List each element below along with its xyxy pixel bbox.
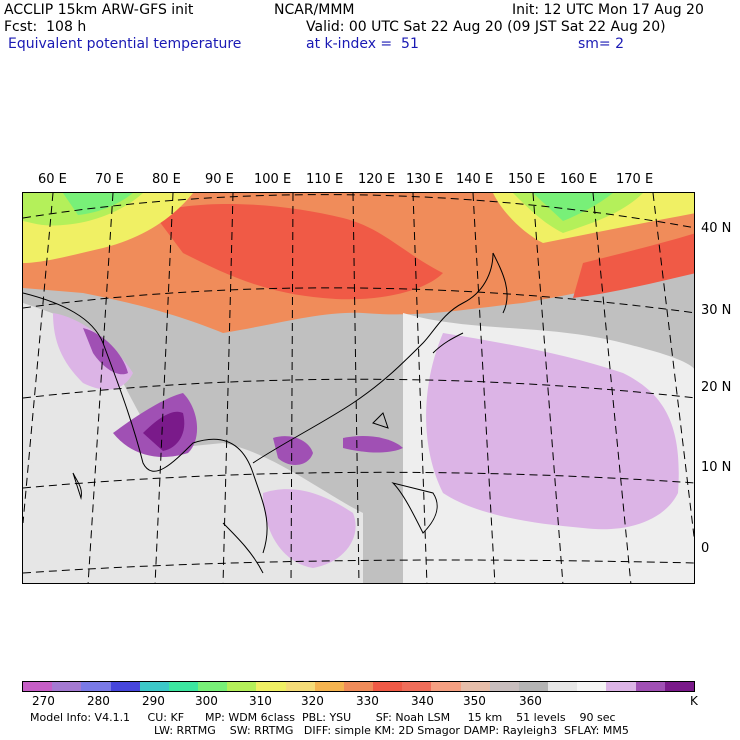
lat-label: 0 (701, 541, 710, 556)
center-label: NCAR/MMM (274, 2, 355, 18)
lon-label: 140 E (456, 172, 494, 187)
lon-label: 120 E (358, 172, 396, 187)
colorbar-swatch (431, 682, 461, 691)
lon-label: 130 E (406, 172, 444, 187)
colorbar-tick: K (690, 694, 698, 708)
colorbar-swatch (402, 682, 432, 691)
colorbar-tick: 300 (195, 694, 218, 708)
colorbar-swatch (373, 682, 403, 691)
lon-label: 110 E (306, 172, 344, 187)
colorbar-swatch (489, 682, 519, 691)
lat-label: 20 N (701, 380, 732, 395)
colorbar-swatch (314, 682, 344, 691)
colorbar-swatch (110, 682, 140, 691)
colorbar-swatch (460, 682, 490, 691)
colorbar-swatch (52, 682, 82, 691)
lon-label: 90 E (205, 172, 234, 187)
init-time: Init: 12 UTC Mon 17 Aug 20 (512, 2, 704, 18)
colorbar-swatch (577, 682, 607, 691)
model-info-line2: LW: RRTMG SW: RRTMG DIFF: simple KM: 2D … (154, 724, 629, 737)
colorbar-tick: 310 (249, 694, 272, 708)
model-info-line1: Model Info: V4.1.1 CU: KF MP: WDM 6class… (30, 711, 616, 724)
colorbar-swatch (256, 682, 286, 691)
colorbar-swatch (227, 682, 257, 691)
lat-label: 10 N (701, 460, 732, 475)
colorbar-swatch (168, 682, 199, 691)
colorbar-tick: 270 (32, 694, 55, 708)
colorbar-swatch (81, 682, 111, 691)
colorbar-swatch (198, 682, 228, 691)
map-panel (22, 192, 695, 584)
theta-e-map (23, 193, 694, 583)
colorbar-swatch (23, 682, 53, 691)
colorbar-swatch (664, 682, 694, 691)
lon-label: 80 E (152, 172, 181, 187)
colorbar-tick: 290 (142, 694, 165, 708)
level-label: at k-index = 51 (306, 36, 419, 52)
colorbar-swatch (635, 682, 665, 691)
valid-time: Valid: 00 UTC Sat 22 Aug 20 (09 JST Sat … (306, 19, 666, 35)
forecast-hour: Fcst: 108 h (4, 19, 87, 35)
lon-label: 100 E (254, 172, 292, 187)
lon-label: 160 E (560, 172, 598, 187)
colorbar-swatch (285, 682, 315, 691)
lon-label: 150 E (508, 172, 546, 187)
colorbar-tick: 330 (356, 694, 379, 708)
colorbar-swatch (548, 682, 578, 691)
lon-label: 70 E (95, 172, 124, 187)
colorbar-tick: 360 (519, 694, 542, 708)
lat-label: 30 N (701, 303, 732, 318)
colorbar (22, 681, 695, 692)
lon-label: 60 E (38, 172, 67, 187)
colorbar-tick: 340 (411, 694, 434, 708)
lat-label: 40 N (701, 221, 732, 236)
colorbar-swatch (606, 682, 636, 691)
smoothing-label: sm= 2 (578, 36, 625, 52)
colorbar-tick: 320 (301, 694, 324, 708)
colorbar-swatch (139, 682, 169, 691)
lon-label: 170 E (616, 172, 654, 187)
model-title: ACCLIP 15km ARW-GFS init (4, 2, 194, 18)
colorbar-swatch (343, 682, 374, 691)
colorbar-swatch (518, 682, 549, 691)
colorbar-tick: 350 (463, 694, 486, 708)
field-name: Equivalent potential temperature (8, 36, 242, 52)
colorbar-tick: 280 (87, 694, 110, 708)
